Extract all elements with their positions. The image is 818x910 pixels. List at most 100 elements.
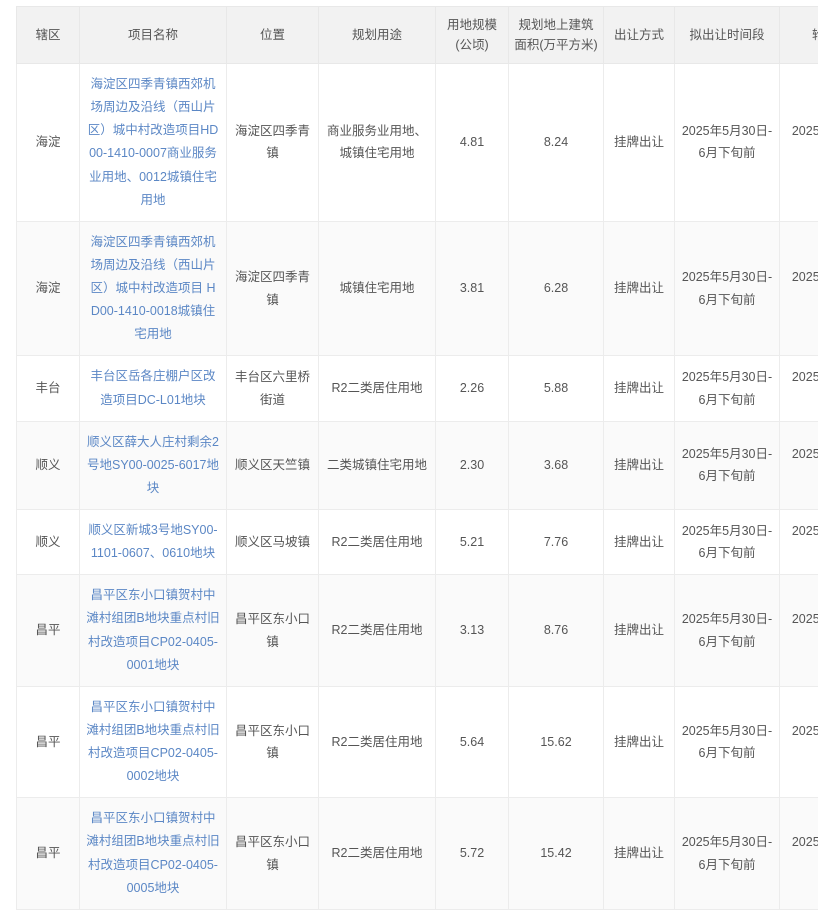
cell-floor-area: 3.68 <box>509 421 604 509</box>
cell-usage: R2二类居住用地 <box>319 356 436 421</box>
cell-round: 2025年第五轮 <box>780 686 818 798</box>
cell-transfer-method: 挂牌出让 <box>604 356 675 421</box>
table-body: 海淀 海淀区四季青镇西郊机场周边及沿线（西山片区）城中村改造项目HD00-141… <box>17 64 818 910</box>
cell-project: 昌平区东小口镇贺村中滩村组团B地块重点村旧村改造项目CP02-0405-0001… <box>80 575 227 687</box>
cell-usage: 商业服务业用地、城镇住宅用地 <box>319 64 436 222</box>
cell-usage: R2二类居住用地 <box>319 686 436 798</box>
cell-usage: R2二类居住用地 <box>319 510 436 575</box>
cell-floor-area: 8.76 <box>509 575 604 687</box>
column-header-floor-area-line2: 面积(万平方米) <box>512 35 600 55</box>
cell-location: 昌平区东小口镇 <box>227 686 319 798</box>
column-header-land-area-line2: (公顷) <box>439 35 505 55</box>
cell-land-area: 2.30 <box>436 421 509 509</box>
column-header-land-area: 用地规模 (公顷) <box>436 7 509 64</box>
cell-timeframe: 2025年5月30日-6月下旬前 <box>675 575 780 687</box>
cell-project: 海淀区四季青镇西郊机场周边及沿线（西山片区）城中村改造项目HD00-1410-0… <box>80 64 227 222</box>
cell-land-area: 4.81 <box>436 64 509 222</box>
cell-transfer-method: 挂牌出让 <box>604 798 675 910</box>
column-header-floor-area: 规划地上建筑 面积(万平方米) <box>509 7 604 64</box>
cell-land-area: 3.13 <box>436 575 509 687</box>
cell-district: 丰台 <box>17 356 80 421</box>
table-row: 丰台 丰台区岳各庄棚户区改造项目DC-L01地块 丰台区六里桥街道 R2二类居住… <box>17 356 818 421</box>
cell-land-area: 5.64 <box>436 686 509 798</box>
project-name-link[interactable]: 顺义区新城3号地SY00-1101-0607、0610地块 <box>86 519 220 565</box>
cell-floor-area: 15.42 <box>509 798 604 910</box>
column-header-project: 项目名称 <box>80 7 227 64</box>
project-name-link[interactable]: 海淀区四季青镇西郊机场周边及沿线（西山片区）城中村改造项目HD00-1410-0… <box>86 73 220 212</box>
cell-round: 2025年第五轮 <box>780 575 818 687</box>
cell-land-area: 2.26 <box>436 356 509 421</box>
cell-location: 顺义区马坡镇 <box>227 510 319 575</box>
cell-usage: 二类城镇住宅用地 <box>319 421 436 509</box>
table-header: 辖区 项目名称 位置 规划用途 用地规模 (公顷) 规划地上建筑 面积(万平方米… <box>17 7 818 64</box>
cell-project: 昌平区东小口镇贺村中滩村组团B地块重点村旧村改造项目CP02-0405-0002… <box>80 686 227 798</box>
cell-transfer-method: 挂牌出让 <box>604 510 675 575</box>
cell-transfer-method: 挂牌出让 <box>604 221 675 356</box>
cell-district: 海淀 <box>17 221 80 356</box>
cell-floor-area: 6.28 <box>509 221 604 356</box>
cell-round: 2025年第五轮 <box>780 421 818 509</box>
column-header-timeframe: 拟出让时间段 <box>675 7 780 64</box>
project-name-link[interactable]: 海淀区四季青镇西郊机场周边及沿线（西山片区）城中村改造项目 HD00-1410-… <box>86 231 220 347</box>
cell-floor-area: 8.24 <box>509 64 604 222</box>
cell-round: 2025年第五轮 <box>780 510 818 575</box>
table-header-row: 辖区 项目名称 位置 规划用途 用地规模 (公顷) 规划地上建筑 面积(万平方米… <box>17 7 818 64</box>
cell-timeframe: 2025年5月30日-6月下旬前 <box>675 686 780 798</box>
cell-location: 丰台区六里桥街道 <box>227 356 319 421</box>
cell-district: 昌平 <box>17 686 80 798</box>
cell-transfer-method: 挂牌出让 <box>604 575 675 687</box>
cell-project: 昌平区东小口镇贺村中滩村组团B地块重点村旧村改造项目CP02-0405-0005… <box>80 798 227 910</box>
cell-usage: R2二类居住用地 <box>319 575 436 687</box>
cell-round: 2025年第五轮 <box>780 356 818 421</box>
table-row: 昌平 昌平区东小口镇贺村中滩村组团B地块重点村旧村改造项目CP02-0405-0… <box>17 686 818 798</box>
cell-timeframe: 2025年5月30日-6月下旬前 <box>675 510 780 575</box>
column-header-land-area-line1: 用地规模 <box>439 15 505 35</box>
cell-round: 2025年第五轮 <box>780 221 818 356</box>
cell-floor-area: 7.76 <box>509 510 604 575</box>
cell-usage: 城镇住宅用地 <box>319 221 436 356</box>
cell-location: 海淀区四季青镇 <box>227 64 319 222</box>
cell-transfer-method: 挂牌出让 <box>604 686 675 798</box>
cell-floor-area: 5.88 <box>509 356 604 421</box>
cell-usage: R2二类居住用地 <box>319 798 436 910</box>
cell-project: 顺义区薛大人庄村剩余2号地SY00-0025-6017地块 <box>80 421 227 509</box>
column-header-location: 位置 <box>227 7 319 64</box>
project-name-link[interactable]: 昌平区东小口镇贺村中滩村组团B地块重点村旧村改造项目CP02-0405-0002… <box>86 696 220 789</box>
cell-location: 海淀区四季青镇 <box>227 221 319 356</box>
project-name-link[interactable]: 丰台区岳各庄棚户区改造项目DC-L01地块 <box>86 365 220 411</box>
column-header-transfer-method: 出让方式 <box>604 7 675 64</box>
column-header-district: 辖区 <box>17 7 80 64</box>
cell-timeframe: 2025年5月30日-6月下旬前 <box>675 421 780 509</box>
cell-floor-area: 15.62 <box>509 686 604 798</box>
cell-transfer-method: 挂牌出让 <box>604 64 675 222</box>
cell-timeframe: 2025年5月30日-6月下旬前 <box>675 356 780 421</box>
land-supply-table-container: 辖区 项目名称 位置 规划用途 用地规模 (公顷) 规划地上建筑 面积(万平方米… <box>16 6 806 910</box>
cell-timeframe: 2025年5月30日-6月下旬前 <box>675 798 780 910</box>
cell-round: 2025年第五轮 <box>780 798 818 910</box>
cell-transfer-method: 挂牌出让 <box>604 421 675 509</box>
table-row: 顺义 顺义区薛大人庄村剩余2号地SY00-0025-6017地块 顺义区天竺镇 … <box>17 421 818 509</box>
project-name-link[interactable]: 顺义区薛大人庄村剩余2号地SY00-0025-6017地块 <box>86 431 220 500</box>
table-row: 顺义 顺义区新城3号地SY00-1101-0607、0610地块 顺义区马坡镇 … <box>17 510 818 575</box>
table-row: 昌平 昌平区东小口镇贺村中滩村组团B地块重点村旧村改造项目CP02-0405-0… <box>17 798 818 910</box>
cell-district: 顺义 <box>17 510 80 575</box>
project-name-link[interactable]: 昌平区东小口镇贺村中滩村组团B地块重点村旧村改造项目CP02-0405-0005… <box>86 807 220 900</box>
cell-round: 2025年第五轮 <box>780 64 818 222</box>
cell-location: 昌平区东小口镇 <box>227 575 319 687</box>
cell-project: 海淀区四季青镇西郊机场周边及沿线（西山片区）城中村改造项目 HD00-1410-… <box>80 221 227 356</box>
column-header-round: 轮次 <box>780 7 818 64</box>
land-supply-table: 辖区 项目名称 位置 规划用途 用地规模 (公顷) 规划地上建筑 面积(万平方米… <box>16 6 818 910</box>
cell-location: 昌平区东小口镇 <box>227 798 319 910</box>
project-name-link[interactable]: 昌平区东小口镇贺村中滩村组团B地块重点村旧村改造项目CP02-0405-0001… <box>86 584 220 677</box>
cell-district: 昌平 <box>17 575 80 687</box>
cell-district: 昌平 <box>17 798 80 910</box>
cell-location: 顺义区天竺镇 <box>227 421 319 509</box>
cell-land-area: 5.72 <box>436 798 509 910</box>
cell-project: 丰台区岳各庄棚户区改造项目DC-L01地块 <box>80 356 227 421</box>
table-row: 海淀 海淀区四季青镇西郊机场周边及沿线（西山片区）城中村改造项目 HD00-14… <box>17 221 818 356</box>
cell-district: 海淀 <box>17 64 80 222</box>
cell-project: 顺义区新城3号地SY00-1101-0607、0610地块 <box>80 510 227 575</box>
cell-timeframe: 2025年5月30日-6月下旬前 <box>675 64 780 222</box>
column-header-floor-area-line1: 规划地上建筑 <box>512 15 600 35</box>
column-header-usage: 规划用途 <box>319 7 436 64</box>
